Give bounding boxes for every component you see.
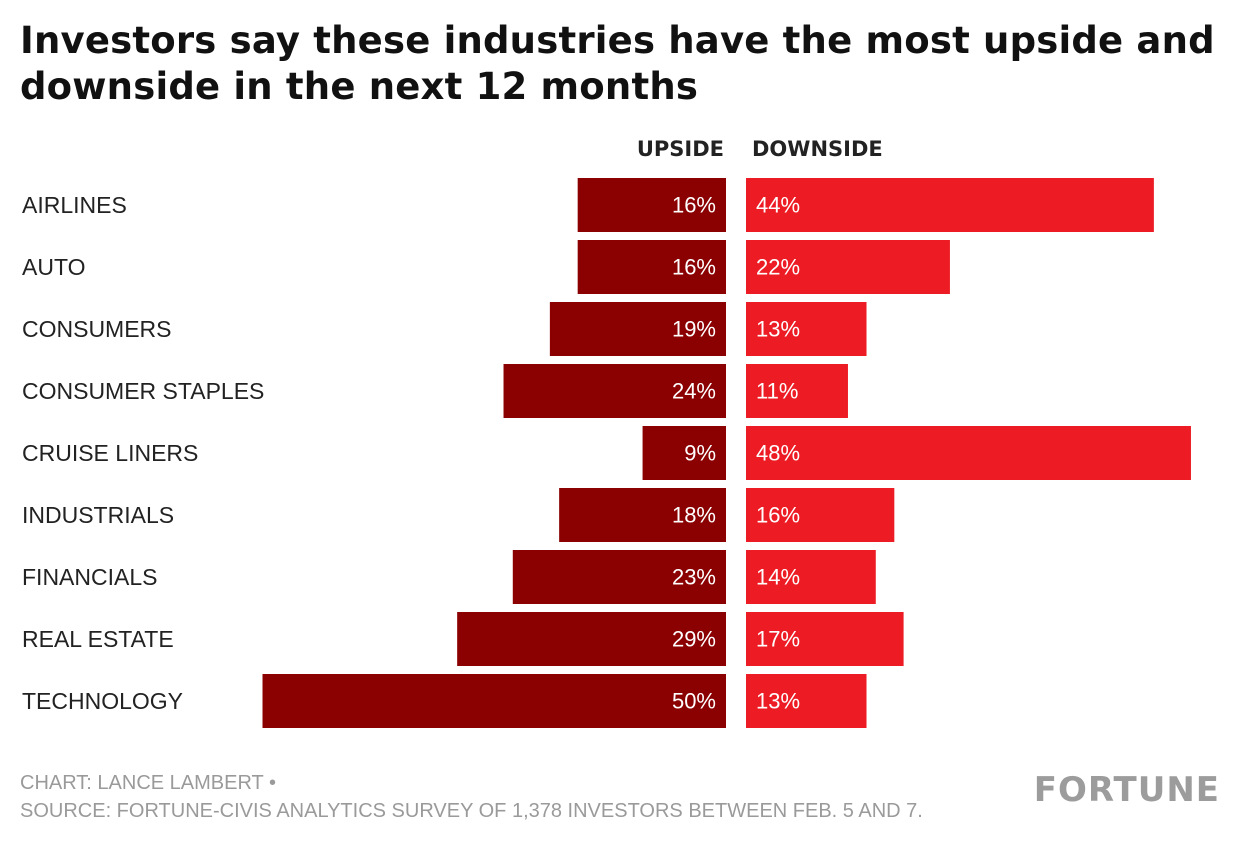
downside-bar-industrials: [746, 488, 895, 542]
category-label-cruise-liners: CRUISE LINERS: [22, 440, 198, 466]
downside-value-financials: 14%: [756, 565, 800, 590]
upside-value-consumers: 19%: [672, 317, 716, 342]
upside-bar-cruise-liners: [642, 426, 726, 480]
downside-value-technology: 13%: [756, 689, 800, 714]
downside-value-real-estate: 17%: [756, 627, 800, 652]
category-label-real-estate: REAL ESTATE: [22, 626, 174, 652]
upside-value-financials: 23%: [672, 565, 716, 590]
downside-value-airlines: 44%: [756, 193, 800, 218]
category-label-consumer-staples: CONSUMER STAPLES: [22, 378, 264, 404]
category-label-technology: TECHNOLOGY: [22, 688, 183, 714]
downside-value-consumer-staples: 11%: [756, 379, 798, 404]
upside-column-header: UPSIDE: [636, 137, 724, 161]
upside-bar-airlines: [577, 178, 726, 232]
upside-value-auto: 16%: [672, 255, 716, 280]
chart-title: Investors say these industries have the …: [20, 19, 1215, 108]
upside-bar-auto: [577, 240, 726, 294]
downside-value-consumers: 13%: [756, 317, 800, 342]
downside-bar-auto: [746, 240, 950, 294]
upside-value-real-estate: 29%: [672, 627, 716, 652]
category-label-industrials: INDUSTRIALS: [22, 502, 174, 528]
upside-bar-technology: [262, 674, 726, 728]
upside-value-consumer-staples: 24%: [672, 379, 716, 404]
downside-value-industrials: 16%: [756, 503, 800, 528]
upside-value-airlines: 16%: [672, 193, 716, 218]
downside-bar-technology: [746, 674, 867, 728]
downside-bar-consumers: [746, 302, 867, 356]
downside-bar-financials: [746, 550, 876, 604]
category-label-auto: AUTO: [22, 254, 85, 280]
category-label-airlines: AIRLINES: [22, 192, 127, 218]
downside-bar-cruise-liners: [746, 426, 1191, 480]
fortune-logo: FORTUNE: [1033, 770, 1220, 810]
downside-value-cruise-liners: 48%: [756, 441, 800, 466]
category-label-financials: FINANCIALS: [22, 564, 157, 590]
chart-credit: CHART: LANCE LAMBERT •: [20, 772, 276, 794]
chart-source: SOURCE: FORTUNE-CIVIS ANALYTICS SURVEY O…: [20, 800, 923, 822]
upside-bar-industrials: [559, 488, 726, 542]
downside-bar-real-estate: [746, 612, 904, 666]
downside-column-header: DOWNSIDE: [752, 137, 883, 161]
chart-footer: CHART: LANCE LAMBERT • SOURCE: FORTUNE-C…: [20, 769, 923, 825]
upside-value-cruise-liners: 9%: [684, 441, 716, 466]
upside-bar-real-estate: [457, 612, 726, 666]
category-label-consumers: CONSUMERS: [22, 316, 172, 342]
upside-value-technology: 50%: [672, 689, 716, 714]
upside-value-industrials: 18%: [672, 503, 716, 528]
downside-bar-consumer-staples: [746, 364, 848, 418]
upside-bar-consumers: [549, 302, 726, 356]
upside-bar-financials: [512, 550, 726, 604]
downside-value-auto: 22%: [756, 255, 800, 280]
upside-bar-consumer-staples: [503, 364, 726, 418]
downside-bar-airlines: [746, 178, 1154, 232]
